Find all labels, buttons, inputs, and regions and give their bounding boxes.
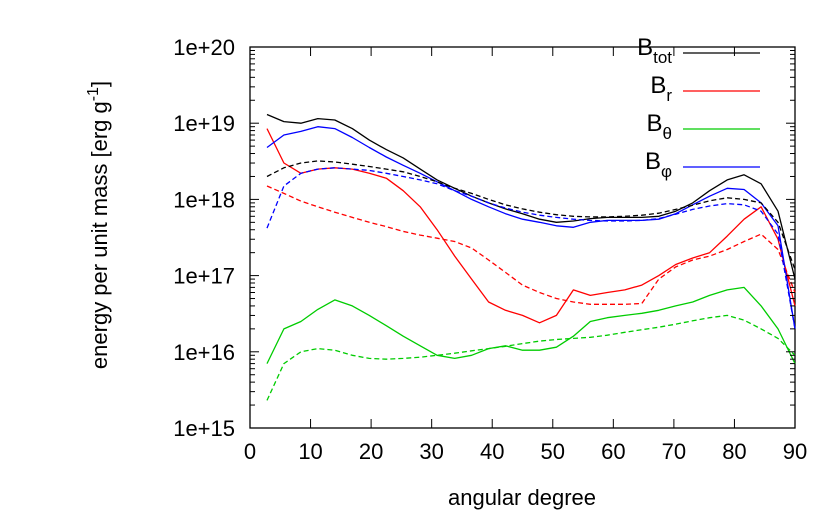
y-tick-label: 1e+15 (173, 416, 235, 441)
y-tick-label: 1e+18 (173, 187, 235, 212)
y-axis-label-main: energy per unit mass [erg g (87, 101, 112, 369)
series-line-b-phi (266, 126, 796, 330)
y-axis-label-close: ] (87, 81, 112, 87)
series-line-b-phi-dashed (266, 167, 796, 330)
x-tick-label: 60 (601, 439, 625, 464)
y-axis-label: energy per unit mass [erg g-1] (85, 81, 112, 369)
legend-item-1: Br (650, 72, 760, 105)
y-tick-label: 1e+19 (173, 111, 235, 136)
series-line-b-r-dashed (266, 185, 796, 305)
x-tick-label: 70 (662, 439, 686, 464)
ticks-layer: 0 10 20 30 40 50 60 70 80 90 1e+15 1e+16 1e+17 1e+18 1… (173, 35, 807, 464)
legend-item-3: Bφ (645, 148, 760, 181)
y-axis-label-sup: -1 (85, 87, 102, 101)
legend-item-2: Bθ (647, 110, 760, 143)
legend-item-0: Btot (637, 34, 760, 67)
x-tick-label: 30 (419, 439, 443, 464)
x-tick-label: 20 (359, 439, 383, 464)
legend-label: Btot (637, 34, 672, 67)
x-tick-label: 90 (783, 439, 807, 464)
y-tick-label: 1e+20 (173, 35, 235, 60)
legend-label: Bθ (647, 110, 672, 143)
series-line-b-theta-dashed (266, 314, 796, 401)
legend: Btot Br Bθ Bφ (637, 34, 760, 181)
y-tick-label: 1e+17 (173, 264, 235, 289)
series-line-b-tot-dashed (266, 160, 796, 270)
y-tick-label: 1e+16 (173, 340, 235, 365)
series-line-b-tot (266, 113, 796, 280)
plot-border (249, 46, 796, 429)
series-line-b-theta (266, 286, 796, 364)
x-tick-label: 80 (722, 439, 746, 464)
x-tick-label: 50 (541, 439, 565, 464)
x-axis-label: angular degree (448, 485, 596, 510)
plot-frame (249, 46, 796, 429)
x-tick-label: 10 (298, 439, 322, 464)
legend-label: Br (650, 72, 672, 105)
x-tick-label: 40 (480, 439, 504, 464)
x-tick-label: 0 (244, 439, 256, 464)
series-layer (266, 113, 796, 401)
legend-label: Bφ (645, 148, 672, 181)
